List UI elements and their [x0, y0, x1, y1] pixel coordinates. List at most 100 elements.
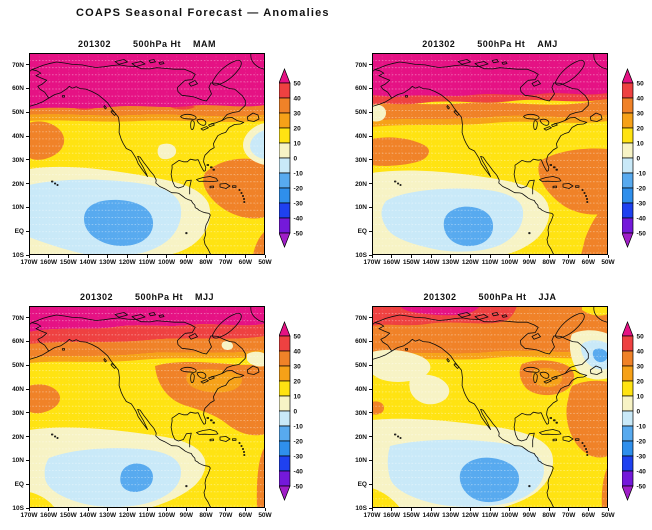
lat-tick-label: 20N: [12, 180, 24, 188]
lon-tick-label: 130W: [99, 259, 117, 266]
svg-text:0: 0: [294, 155, 298, 162]
lon-tick-label: 70W: [218, 512, 233, 519]
lat-tick-label: 20N: [355, 180, 367, 188]
lon-tick: [528, 508, 530, 511]
lon-tick: [205, 255, 207, 258]
lon-tick-label: 50W: [601, 259, 615, 266]
lat-tick: [26, 436, 29, 438]
svg-text:-30: -30: [294, 453, 304, 460]
lon-tick-label: 140W: [422, 259, 440, 266]
lat-tick: [369, 388, 372, 390]
map-mjj: [29, 306, 265, 508]
lon-tick-label: 150W: [59, 512, 77, 519]
lat-tick-label: 20N: [355, 433, 367, 441]
svg-text:50: 50: [637, 80, 645, 87]
lon-axis: 170W 160W 150W 140W 130W 120W 110W 100W 90W 80W 70…: [21, 508, 272, 524]
lat-tick: [369, 135, 372, 137]
lon-tick-label: 150W: [59, 259, 77, 266]
lat-tick: [26, 317, 29, 319]
lat-tick: [26, 111, 29, 113]
lat-tick-label: 10N: [355, 457, 367, 465]
lon-tick: [410, 255, 412, 258]
lon-tick-label: 50W: [601, 512, 615, 519]
lat-tick: [26, 507, 29, 509]
lat-tick-label: 40N: [355, 133, 367, 140]
lon-tick-label: 50W: [258, 512, 272, 519]
svg-text:-50: -50: [637, 483, 647, 490]
lon-tick: [166, 508, 168, 511]
map-jja: [372, 306, 608, 508]
lon-tick-label: 150W: [402, 512, 420, 519]
lon-tick-label: 60W: [581, 512, 596, 519]
colorbar: 50 40 30 20 10 0 -10 -20 -30 -40 -50: [621, 321, 652, 501]
lon-tick: [205, 508, 207, 511]
lon-tick-label: 90W: [179, 259, 194, 266]
lon-tick-label: 160W: [383, 512, 401, 519]
lat-tick: [26, 364, 29, 366]
lon-tick-label: 90W: [522, 259, 537, 266]
lat-axis: 70N 60N 50N 40N 30N 20N 10N EQ 10S: [350, 53, 372, 259]
lon-tick: [509, 508, 511, 511]
lat-tick-label: 10S: [12, 251, 24, 259]
lat-tick-label: 20N: [12, 433, 24, 441]
lon-tick: [185, 508, 187, 511]
lat-tick-label: 60N: [12, 338, 24, 346]
panel-date: 201302: [422, 39, 456, 49]
lon-tick: [225, 255, 227, 258]
colorbar-svg: 50 40 30 20 10 0 -10 -20 -30 -40 -50: [621, 321, 647, 501]
figure-title: COAPS Seasonal Forecast — Anomalies: [76, 7, 330, 19]
lat-tick: [26, 135, 29, 137]
lon-tick: [430, 255, 432, 258]
lon-tick: [410, 508, 412, 511]
svg-text:-10: -10: [637, 423, 647, 430]
lon-tick: [371, 255, 373, 258]
lon-tick-label: 120W: [118, 512, 136, 519]
panel-field: 500hPa Ht: [133, 39, 182, 49]
lat-tick-label: EQ: [357, 481, 367, 488]
colorbar-svg: 50 40 30 20 10 0 -10 -20 -30 -40 -50: [278, 68, 304, 248]
lon-axis: 170W 160W 150W 140W 130W 120W 110W 100W 90W 80W 70…: [21, 255, 272, 271]
svg-text:-30: -30: [637, 200, 647, 207]
lon-tick: [568, 508, 570, 511]
lon-tick: [548, 255, 550, 258]
panel-date: 201302: [423, 292, 457, 302]
svg-text:-40: -40: [637, 215, 647, 222]
lat-tick-label: 10S: [355, 504, 367, 512]
lat-tick-label: 30N: [12, 409, 24, 417]
lon-tick: [107, 255, 109, 258]
lat-tick-label: 40N: [12, 386, 24, 393]
lat-tick: [369, 206, 372, 208]
lon-tick: [607, 255, 609, 258]
svg-text:-10: -10: [294, 170, 304, 177]
lon-tick-label: 100W: [501, 512, 519, 519]
lon-tick: [469, 255, 471, 258]
lat-tick-label: 10S: [12, 504, 24, 512]
lon-tick-label: 120W: [461, 259, 479, 266]
lon-tick-label: 160W: [383, 259, 401, 266]
lat-tick: [369, 483, 372, 485]
lat-tick: [26, 341, 29, 343]
svg-text:-10: -10: [294, 423, 304, 430]
lat-tick-label: EQ: [14, 228, 24, 235]
svg-text:0: 0: [637, 155, 641, 162]
lat-tick-label: 40N: [12, 133, 24, 140]
lat-tick-label: 40N: [355, 386, 367, 393]
lon-tick-label: 110W: [138, 259, 156, 266]
lat-tick: [369, 230, 372, 232]
lon-tick: [28, 508, 30, 511]
lon-tick: [185, 255, 187, 258]
panel-mjj: 201302 500hPa Ht MJJ 70N 60N 50N 40N 30N 20N 1…: [12, 292, 303, 519]
svg-text:50: 50: [294, 333, 302, 340]
lon-tick-label: 60W: [238, 512, 253, 519]
lat-tick-label: 10N: [12, 457, 24, 465]
lon-tick: [264, 508, 266, 511]
lon-tick: [371, 508, 373, 511]
lat-tick: [26, 183, 29, 185]
colorbar: 50 40 30 20 10 0 -10 -20 -30 -40 -50: [278, 68, 325, 248]
lon-tick: [28, 255, 30, 258]
lon-tick-label: 130W: [442, 512, 460, 519]
lon-tick: [450, 255, 452, 258]
lon-tick: [548, 508, 550, 511]
svg-text:30: 30: [637, 110, 645, 117]
lon-tick: [67, 255, 69, 258]
